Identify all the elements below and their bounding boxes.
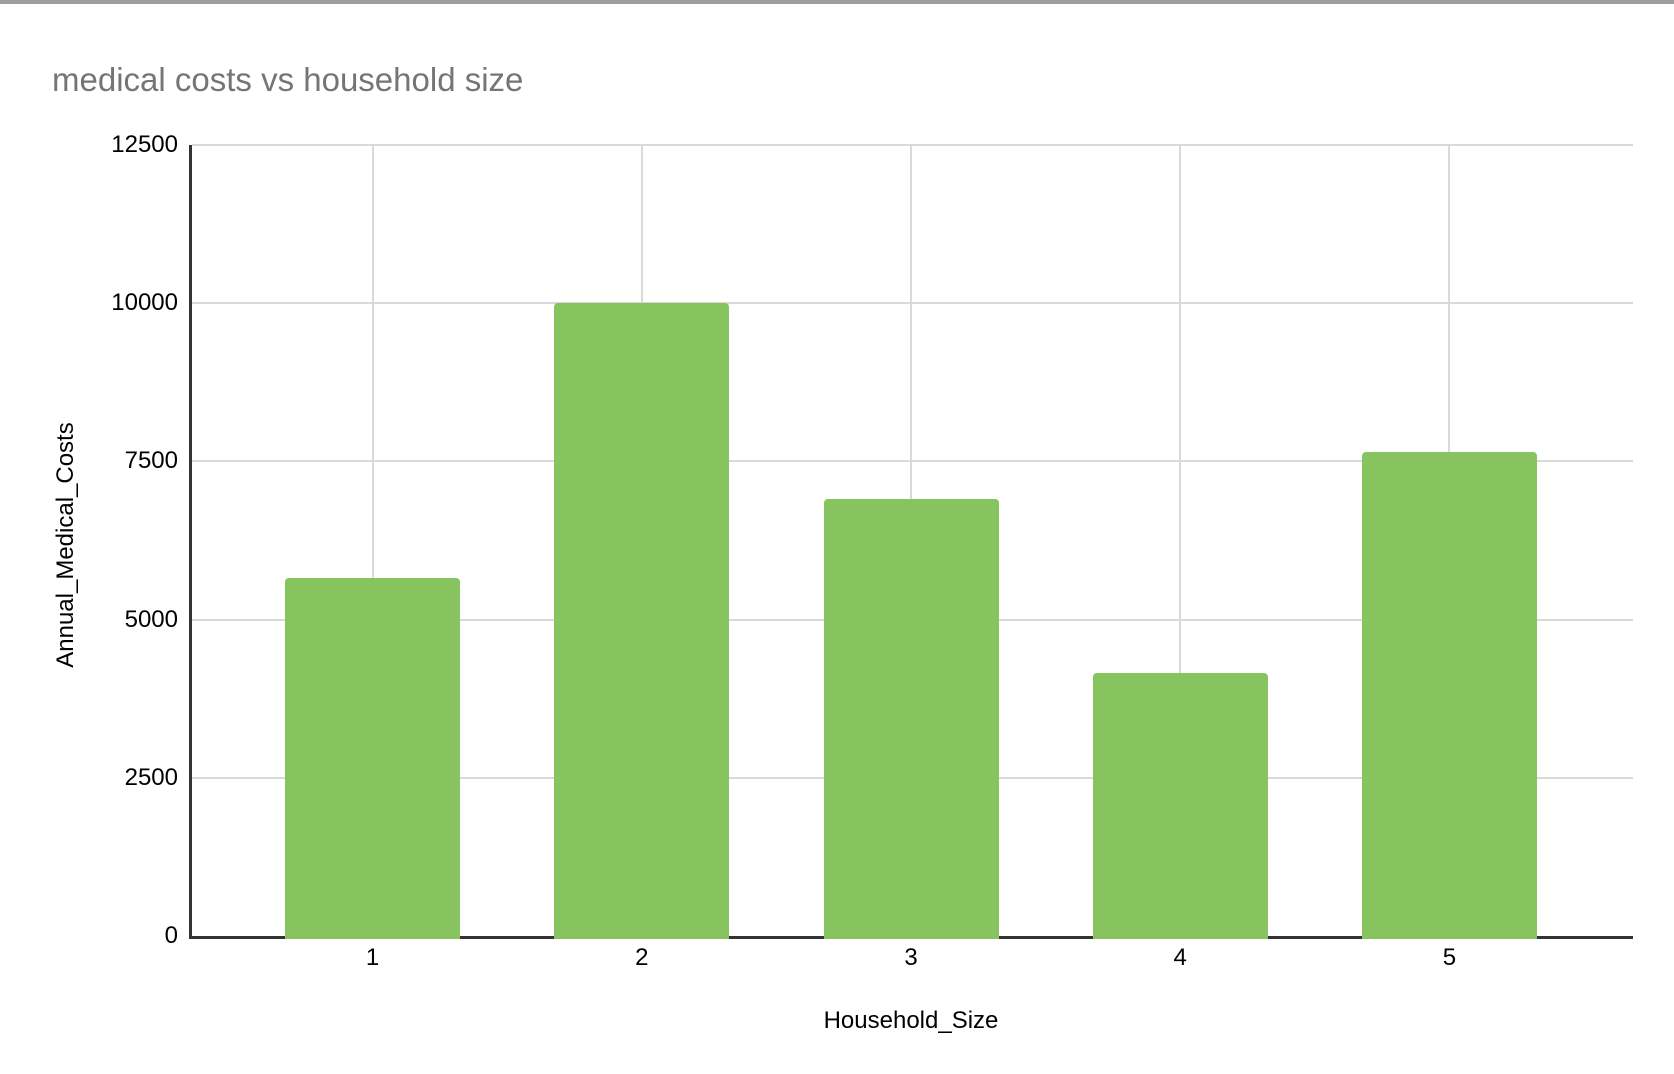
v-gridline-1	[371, 145, 374, 936]
x-tick-label-4: 4	[1173, 944, 1187, 971]
v-gridline-4	[1179, 145, 1182, 936]
y-tick-label-5000: 5000	[124, 605, 178, 633]
window-top-border	[0, 0, 1674, 4]
x-tick-label-5: 5	[1442, 944, 1457, 971]
bar-household-size-5[interactable]	[1361, 451, 1537, 939]
x-tick-label-3: 3	[904, 944, 918, 971]
bar-household-size-2[interactable]	[554, 303, 730, 939]
chart-title: medical costs vs household size	[52, 61, 524, 98]
bar-household-size-4[interactable]	[1092, 673, 1268, 939]
bar-household-size-1[interactable]	[285, 578, 461, 939]
x-tick-label-1: 1	[365, 944, 380, 971]
y-tick-label-2500: 2500	[124, 763, 178, 791]
h-gridline-12500	[192, 144, 1633, 146]
bar-household-size-3[interactable]	[823, 499, 999, 939]
x-axis-title: Household_Size	[823, 1007, 999, 1034]
y-axis-line	[189, 145, 192, 939]
y-tick-label-0: 0	[164, 922, 178, 949]
y-tick-label-7500: 7500	[124, 447, 178, 475]
h-gridline-10000	[192, 302, 1633, 305]
x-tick-label-2: 2	[635, 944, 649, 971]
y-tick-label-12500: 12500	[111, 131, 178, 158]
plot-area[interactable]	[189, 144, 1633, 939]
y-axis-title: Annual_Medical_Costs	[52, 422, 79, 668]
y-tick-label-10000: 10000	[111, 289, 178, 317]
h-gridline-7500	[192, 460, 1633, 463]
